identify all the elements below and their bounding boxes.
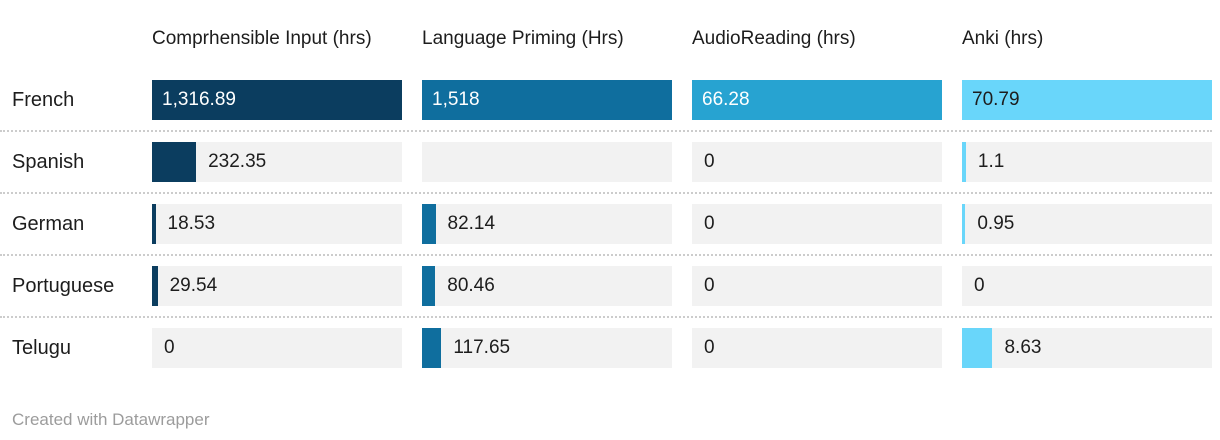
- bar-cell: [422, 142, 672, 182]
- bar-cell: 66.28: [692, 80, 942, 120]
- bar-cell: 1.1: [962, 142, 1212, 182]
- bar: [152, 80, 402, 120]
- value-label: 29.54: [169, 275, 218, 296]
- bar-cell: 0.95: [962, 204, 1212, 244]
- bar: [152, 266, 158, 306]
- bar-track: [962, 204, 1212, 244]
- bar-cell: 8.63: [962, 328, 1212, 368]
- bar: [152, 204, 156, 244]
- row-separator: [0, 192, 1212, 194]
- value-label: 8.63: [1004, 337, 1042, 358]
- bar-cell: 232.35: [152, 142, 402, 182]
- row-separator: [0, 316, 1212, 318]
- bar-cell: 117.65: [422, 328, 672, 368]
- bar-track: [962, 142, 1212, 182]
- row-separator: [0, 254, 1212, 256]
- bar-track: [422, 204, 672, 244]
- chart-body: French 1,316.89 1,518 66.28 70.79 Spanish 232.…: [0, 80, 1212, 368]
- value-label: 1,518: [432, 89, 480, 110]
- bar: [422, 266, 436, 306]
- row-label: Spanish: [12, 150, 85, 173]
- bar: [422, 80, 672, 120]
- value-label: 66.28: [702, 89, 750, 110]
- value-label: 0: [704, 275, 715, 296]
- value-label: 82.14: [447, 213, 496, 234]
- column-header-4: Anki (hrs): [962, 27, 1044, 49]
- bar-cell: 0: [692, 266, 942, 306]
- value-label: 232.35: [208, 151, 267, 172]
- bar-cell: 70.79: [962, 80, 1212, 120]
- value-label: 1.1: [977, 151, 1005, 172]
- bar: [152, 142, 197, 182]
- value-label: 80.46: [447, 275, 495, 296]
- bar: [962, 80, 1212, 120]
- bar-track: [692, 328, 942, 368]
- bar-cell: 1,518: [422, 80, 672, 120]
- bar-track: [152, 204, 402, 244]
- bar-cell: 29.54: [152, 266, 402, 306]
- bar-cell: 0: [692, 142, 942, 182]
- datawrapper-credit-link[interactable]: Created with Datawrapper: [12, 410, 210, 429]
- row-telugu: Telugu 0 117.65 0 8.63: [0, 328, 1212, 368]
- bar-cell: 18.53: [152, 204, 402, 244]
- value-label: 0.95: [977, 213, 1015, 234]
- value-label: 0: [704, 213, 715, 234]
- value-label: 117.65: [453, 337, 511, 358]
- bar-cell: 0: [152, 328, 402, 368]
- value-label: 70.79: [972, 89, 1020, 110]
- bar-cell: 0: [962, 266, 1212, 306]
- bar-cell: 82.14: [422, 204, 672, 244]
- row-label: Portuguese: [12, 274, 115, 297]
- bar: [962, 328, 993, 368]
- bar-cell: 80.46: [422, 266, 672, 306]
- column-header-row: Comprhensible Input (hrs) Language Primin…: [0, 8, 1212, 68]
- bar-track: [152, 266, 402, 306]
- bar-track: [422, 328, 672, 368]
- value-label: 1,316.89: [162, 89, 236, 110]
- bar-track: [692, 142, 942, 182]
- bar: [692, 80, 942, 120]
- row-german: German 18.53 82.14 0 0.95: [0, 204, 1212, 244]
- bar: [422, 204, 436, 244]
- value-label: 0: [974, 275, 985, 296]
- bar-track: [422, 142, 672, 182]
- row-label: Telugu: [12, 336, 71, 359]
- value-label: 0: [164, 337, 175, 358]
- bar: [962, 204, 966, 244]
- row-portuguese: Portuguese 29.54 80.46 0 0: [0, 266, 1212, 306]
- row-french: French 1,316.89 1,518 66.28 70.79: [0, 80, 1212, 120]
- column-header-3: AudioReading (hrs): [692, 27, 856, 49]
- bar-track: [692, 266, 942, 306]
- split-bar-chart: Comprhensible Input (hrs) Language Primin…: [0, 8, 1212, 430]
- value-label: 18.53: [167, 213, 216, 234]
- bar-track: [422, 266, 672, 306]
- bar-track: [962, 266, 1212, 306]
- row-label: German: [12, 212, 85, 235]
- row-separator: [0, 130, 1212, 132]
- bar-track: [692, 204, 942, 244]
- row-label: French: [12, 88, 75, 111]
- row-spanish: Spanish 232.35 0 1.1: [0, 142, 1212, 182]
- bar-cell: 0: [692, 204, 942, 244]
- attribution[interactable]: Created with Datawrapper: [0, 410, 1212, 430]
- bar-cell: 0: [692, 328, 942, 368]
- bar: [962, 142, 966, 182]
- bar-track: [962, 328, 1212, 368]
- bar: [422, 328, 442, 368]
- bar-cell: 1,316.89: [152, 80, 402, 120]
- column-header-1: Comprhensible Input (hrs): [152, 27, 372, 49]
- bar-track: [152, 328, 402, 368]
- value-label: 0: [704, 151, 715, 172]
- column-header-2: Language Priming (Hrs): [422, 27, 624, 49]
- value-label: 0: [704, 337, 715, 358]
